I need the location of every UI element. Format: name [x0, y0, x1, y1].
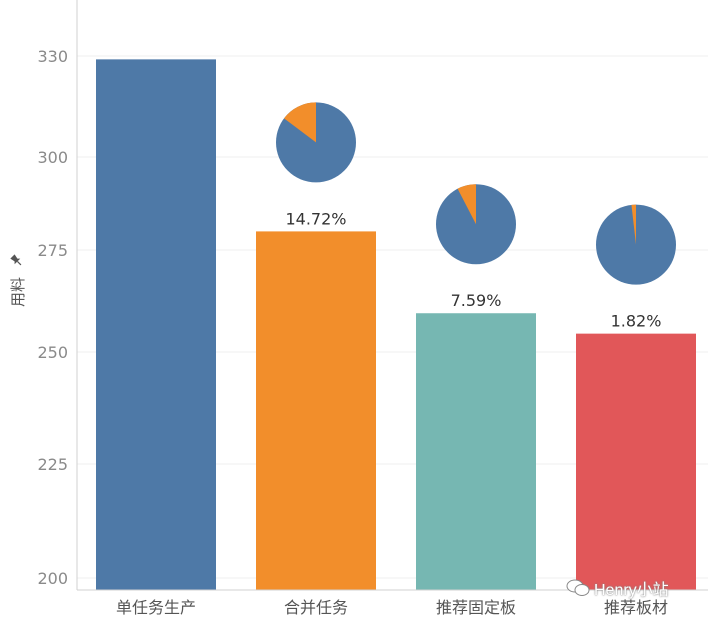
- data-label: 1.82%: [611, 312, 662, 331]
- pie-slice-saved: [457, 184, 476, 225]
- y-tick-label: 225: [37, 455, 68, 474]
- pie: [276, 102, 356, 183]
- x-category-label: 推荐固定板: [436, 598, 516, 617]
- data-label: 14.72%: [285, 209, 346, 228]
- x-axis-categories: 单任务生产 合并任务 推荐固定板 推荐板材: [116, 598, 668, 617]
- pies: [276, 102, 676, 285]
- bar: [576, 333, 696, 590]
- y-tick-label: 300: [37, 148, 68, 167]
- watermark: Henry小站: [566, 576, 669, 600]
- pie: [596, 204, 676, 285]
- x-category-label: 单任务生产: [116, 598, 196, 617]
- bars: [96, 59, 696, 591]
- y-tick-label: 330: [37, 47, 68, 66]
- bar: [96, 59, 216, 591]
- pie-slice-saved: [284, 102, 316, 143]
- y-axis-label: 用料: [9, 277, 27, 307]
- pie-slice-saved: [631, 204, 636, 245]
- y-tick-label: 250: [37, 343, 68, 362]
- wechat-icon: [566, 579, 590, 596]
- x-category-label: 合并任务: [284, 598, 348, 617]
- data-label: 7.59%: [451, 291, 502, 310]
- y-tick-label: 275: [37, 241, 68, 260]
- pie-slice-rest: [596, 204, 676, 285]
- x-category-label: 推荐板材: [604, 598, 668, 617]
- bar: [416, 313, 536, 590]
- y-axis-ticks: 200 225 250 275 300 330: [37, 47, 68, 588]
- y-tick-label: 200: [37, 569, 68, 588]
- pie: [436, 184, 516, 265]
- watermark-text: Henry小站: [594, 582, 669, 599]
- data-labels: 14.72% 7.59% 1.82%: [285, 209, 661, 330]
- pin-icon: [10, 254, 22, 266]
- bar: [256, 231, 376, 590]
